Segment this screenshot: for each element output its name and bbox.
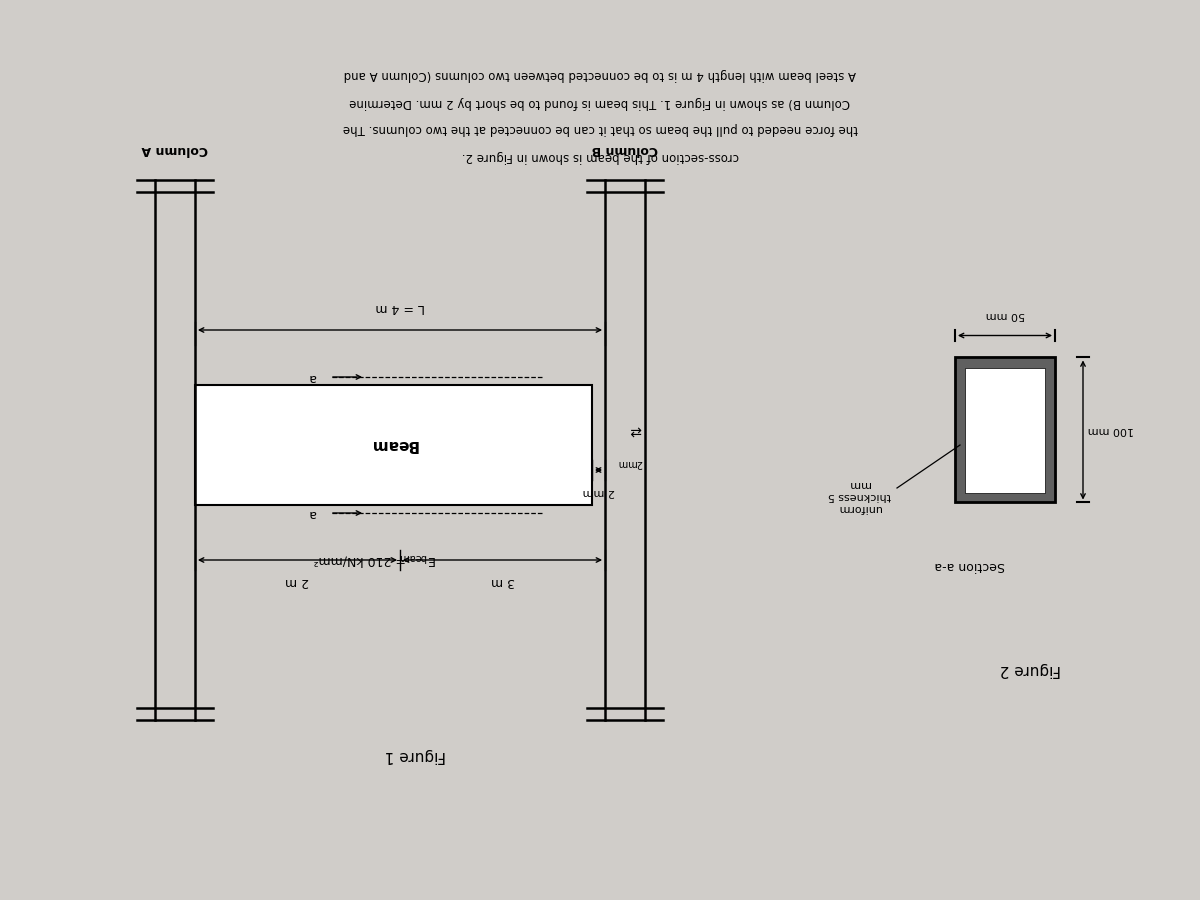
Text: 50 mm: 50 mm	[985, 310, 1025, 320]
Text: 100 mm: 100 mm	[1088, 425, 1134, 435]
Text: Beam: Beam	[370, 437, 418, 453]
Text: E: E	[426, 554, 434, 566]
Text: beam: beam	[398, 552, 426, 562]
Text: Column A: Column A	[142, 143, 209, 157]
Text: cross-section of the beam is shown in Figure 2.: cross-section of the beam is shown in Fi…	[461, 149, 739, 163]
Text: 3 m: 3 m	[491, 575, 515, 589]
Text: L = 4 m: L = 4 m	[376, 302, 425, 314]
Text: Column B: Column B	[592, 143, 658, 157]
Text: 2 m: 2 m	[286, 575, 310, 589]
Text: a: a	[308, 371, 316, 383]
Text: a: a	[308, 507, 316, 519]
Text: Column B) as shown in Figure 1. This beam is found to be short by 2 mm. Determin: Column B) as shown in Figure 1. This bea…	[349, 95, 851, 109]
Text: the force needed to pull the beam so that it can be connected at the two columns: the force needed to pull the beam so tha…	[342, 122, 858, 136]
Text: A steel beam with length 4 m is to be connected between two columns (Column A an: A steel beam with length 4 m is to be co…	[344, 68, 856, 82]
Text: Figure 1: Figure 1	[384, 748, 445, 762]
Text: = 210 kN/mm²: = 210 kN/mm²	[313, 554, 407, 566]
Bar	[194, 385, 592, 505]
Text: 2mm: 2mm	[617, 458, 643, 468]
Text: 2 mm: 2 mm	[582, 487, 614, 497]
Text: uniform
thickness 5
mm: uniform thickness 5 mm	[827, 480, 890, 513]
Text: Figure 2: Figure 2	[1000, 662, 1061, 678]
Bar	[965, 367, 1045, 492]
Bar	[955, 357, 1055, 502]
Text: ⇄: ⇄	[629, 423, 641, 437]
Text: Section a-a: Section a-a	[935, 559, 1006, 572]
